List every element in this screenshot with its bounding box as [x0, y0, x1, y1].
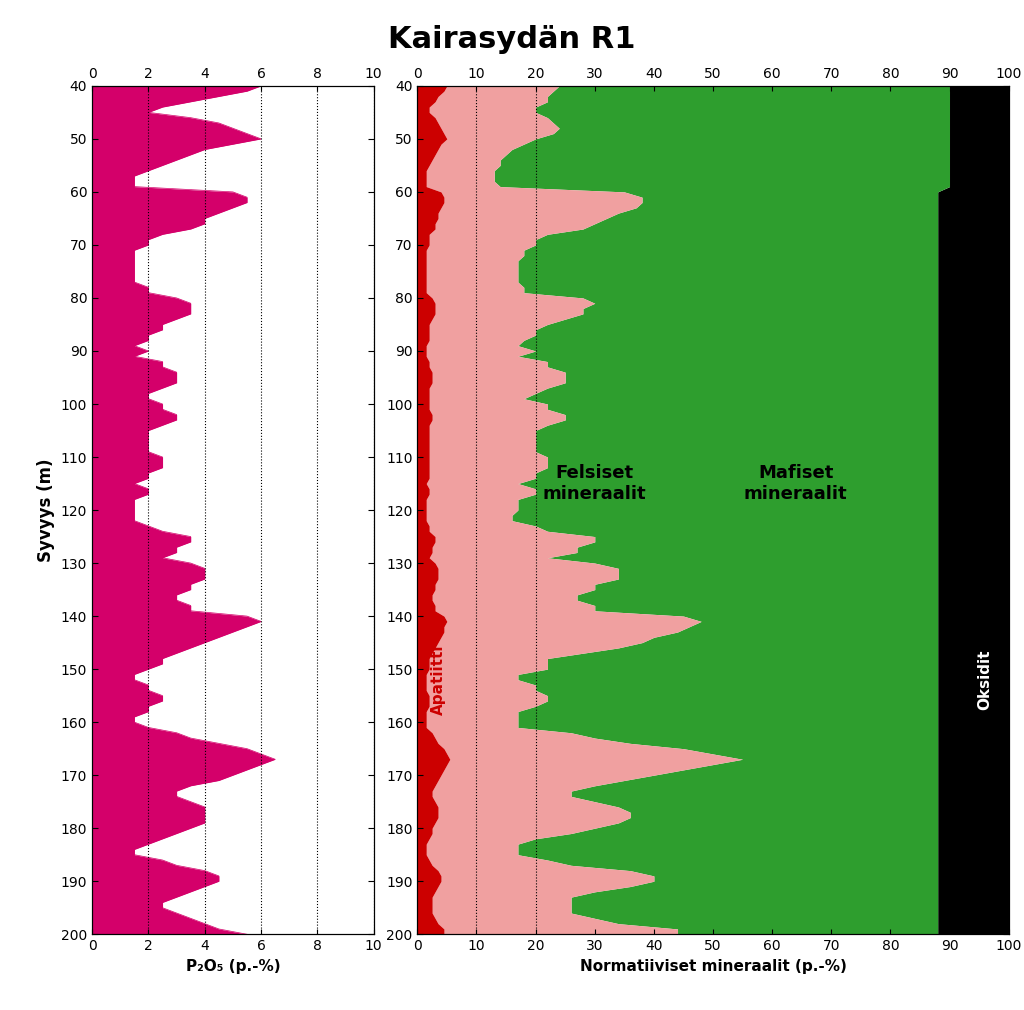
X-axis label: P₂O₅ (p.-%): P₂O₅ (p.-%) [185, 958, 281, 974]
Text: Kairasydän R1: Kairasydän R1 [388, 25, 636, 55]
Y-axis label: Syvyys (m): Syvyys (m) [37, 459, 55, 562]
Text: Apatiitti: Apatiitti [430, 644, 445, 715]
X-axis label: Normatiiviset mineraalit (p.-%): Normatiiviset mineraalit (p.-%) [580, 958, 847, 974]
Text: Oksidit: Oksidit [978, 649, 992, 710]
Text: Felsiset
mineraalit: Felsiset mineraalit [543, 465, 646, 503]
Text: Mafiset
mineraalit: Mafiset mineraalit [744, 465, 848, 503]
